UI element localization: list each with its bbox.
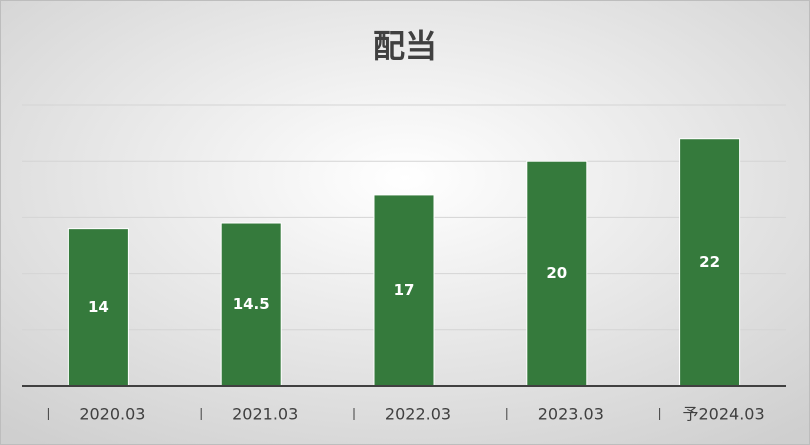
bar xyxy=(679,138,741,387)
value-label: 17 xyxy=(394,281,415,299)
x-tick-label: 2022.03 xyxy=(385,405,451,424)
value-label: 20 xyxy=(546,264,567,282)
x-tick-label: 予2024.03 xyxy=(683,405,765,424)
x-tick-label: 2023.03 xyxy=(538,405,604,424)
value-label: 14 xyxy=(88,298,109,316)
value-label: 22 xyxy=(699,253,720,271)
x-tick-label: 2021.03 xyxy=(232,405,298,424)
bar xyxy=(67,228,129,387)
bar xyxy=(220,222,282,387)
bar xyxy=(373,194,435,387)
value-label: 14.5 xyxy=(233,295,270,313)
chart-title: 配当 xyxy=(373,27,437,65)
x-tick-label: 2020.03 xyxy=(79,405,145,424)
